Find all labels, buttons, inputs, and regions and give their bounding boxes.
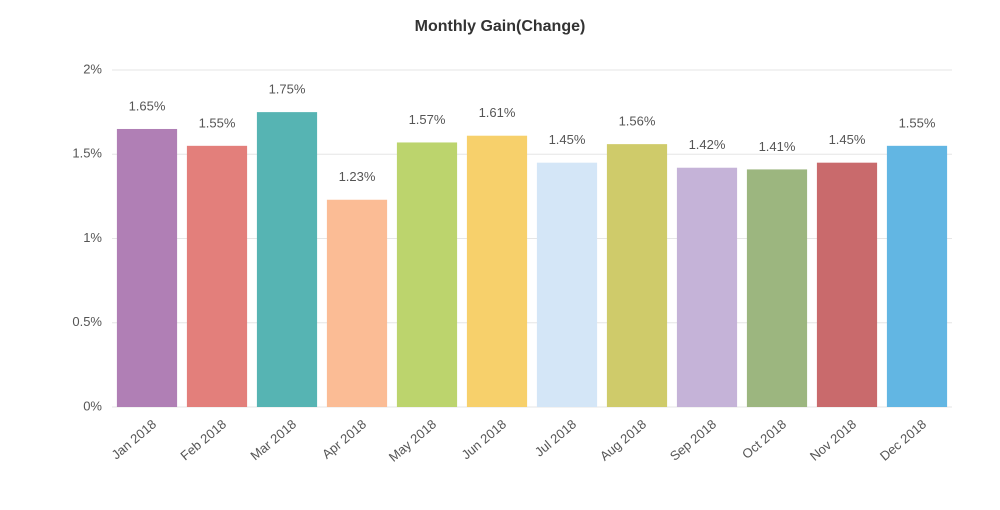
data-label: 1.55% (199, 115, 236, 130)
y-tick-label: 0.5% (72, 314, 102, 329)
bar (606, 144, 668, 407)
data-label: 1.61% (479, 105, 516, 120)
bar (886, 145, 948, 407)
data-label: 1.55% (899, 115, 936, 130)
bar (816, 162, 878, 407)
chart-title: Monthly Gain(Change) (415, 18, 586, 35)
bar (466, 135, 528, 407)
bar (256, 112, 318, 407)
data-label: 1.56% (619, 114, 656, 129)
bar (676, 167, 738, 407)
bar (326, 199, 388, 407)
data-label: 1.57% (409, 112, 446, 127)
data-label: 1.23% (339, 169, 376, 184)
data-label: 1.42% (689, 137, 726, 152)
y-tick-label: 1.5% (72, 146, 102, 161)
data-label: 1.45% (829, 132, 866, 147)
bar (186, 145, 248, 407)
bar (536, 162, 598, 407)
y-tick-label: 2% (83, 61, 102, 76)
data-label: 1.45% (549, 132, 586, 147)
data-label: 1.41% (759, 139, 796, 154)
bar (746, 169, 808, 407)
bar (116, 128, 178, 407)
y-tick-label: 0% (83, 398, 102, 413)
y-tick-label: 1% (83, 230, 102, 245)
data-label: 1.65% (129, 98, 166, 113)
bar (396, 142, 458, 407)
data-label: 1.75% (269, 82, 306, 97)
